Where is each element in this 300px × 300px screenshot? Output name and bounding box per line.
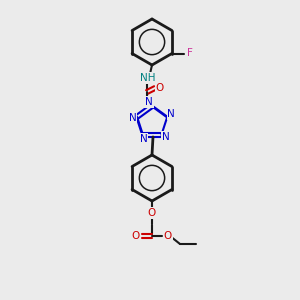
Text: F: F <box>187 49 193 58</box>
Text: O: O <box>132 231 140 241</box>
Text: N: N <box>161 132 169 142</box>
Text: N: N <box>129 113 137 123</box>
Text: O: O <box>156 83 164 93</box>
Text: N: N <box>140 134 148 144</box>
Text: N: N <box>145 97 153 107</box>
Text: O: O <box>164 231 172 241</box>
Text: N: N <box>167 109 175 119</box>
Text: NH: NH <box>140 73 156 83</box>
Text: O: O <box>148 208 156 218</box>
